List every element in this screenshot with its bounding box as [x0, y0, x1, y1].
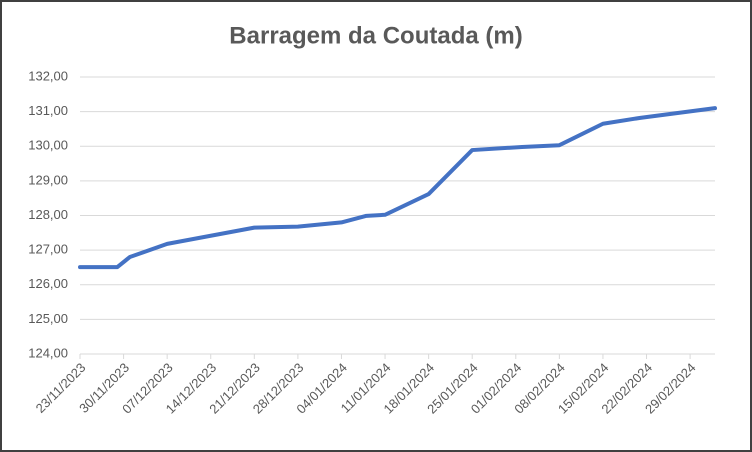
chart-title: Barragem da Coutada (m) [229, 22, 522, 49]
y-tick-label: 126,00 [28, 276, 68, 291]
y-tick-label: 124,00 [28, 345, 68, 360]
y-tick-label: 129,00 [28, 172, 68, 187]
y-tick-label: 131,00 [28, 103, 68, 118]
y-tick-label: 132,00 [28, 68, 68, 83]
y-tick-label: 130,00 [28, 138, 68, 153]
data-line [78, 106, 717, 270]
y-tick-label: 127,00 [28, 242, 68, 257]
y-tick-label: 125,00 [28, 311, 68, 326]
y-tick-label: 128,00 [28, 207, 68, 222]
